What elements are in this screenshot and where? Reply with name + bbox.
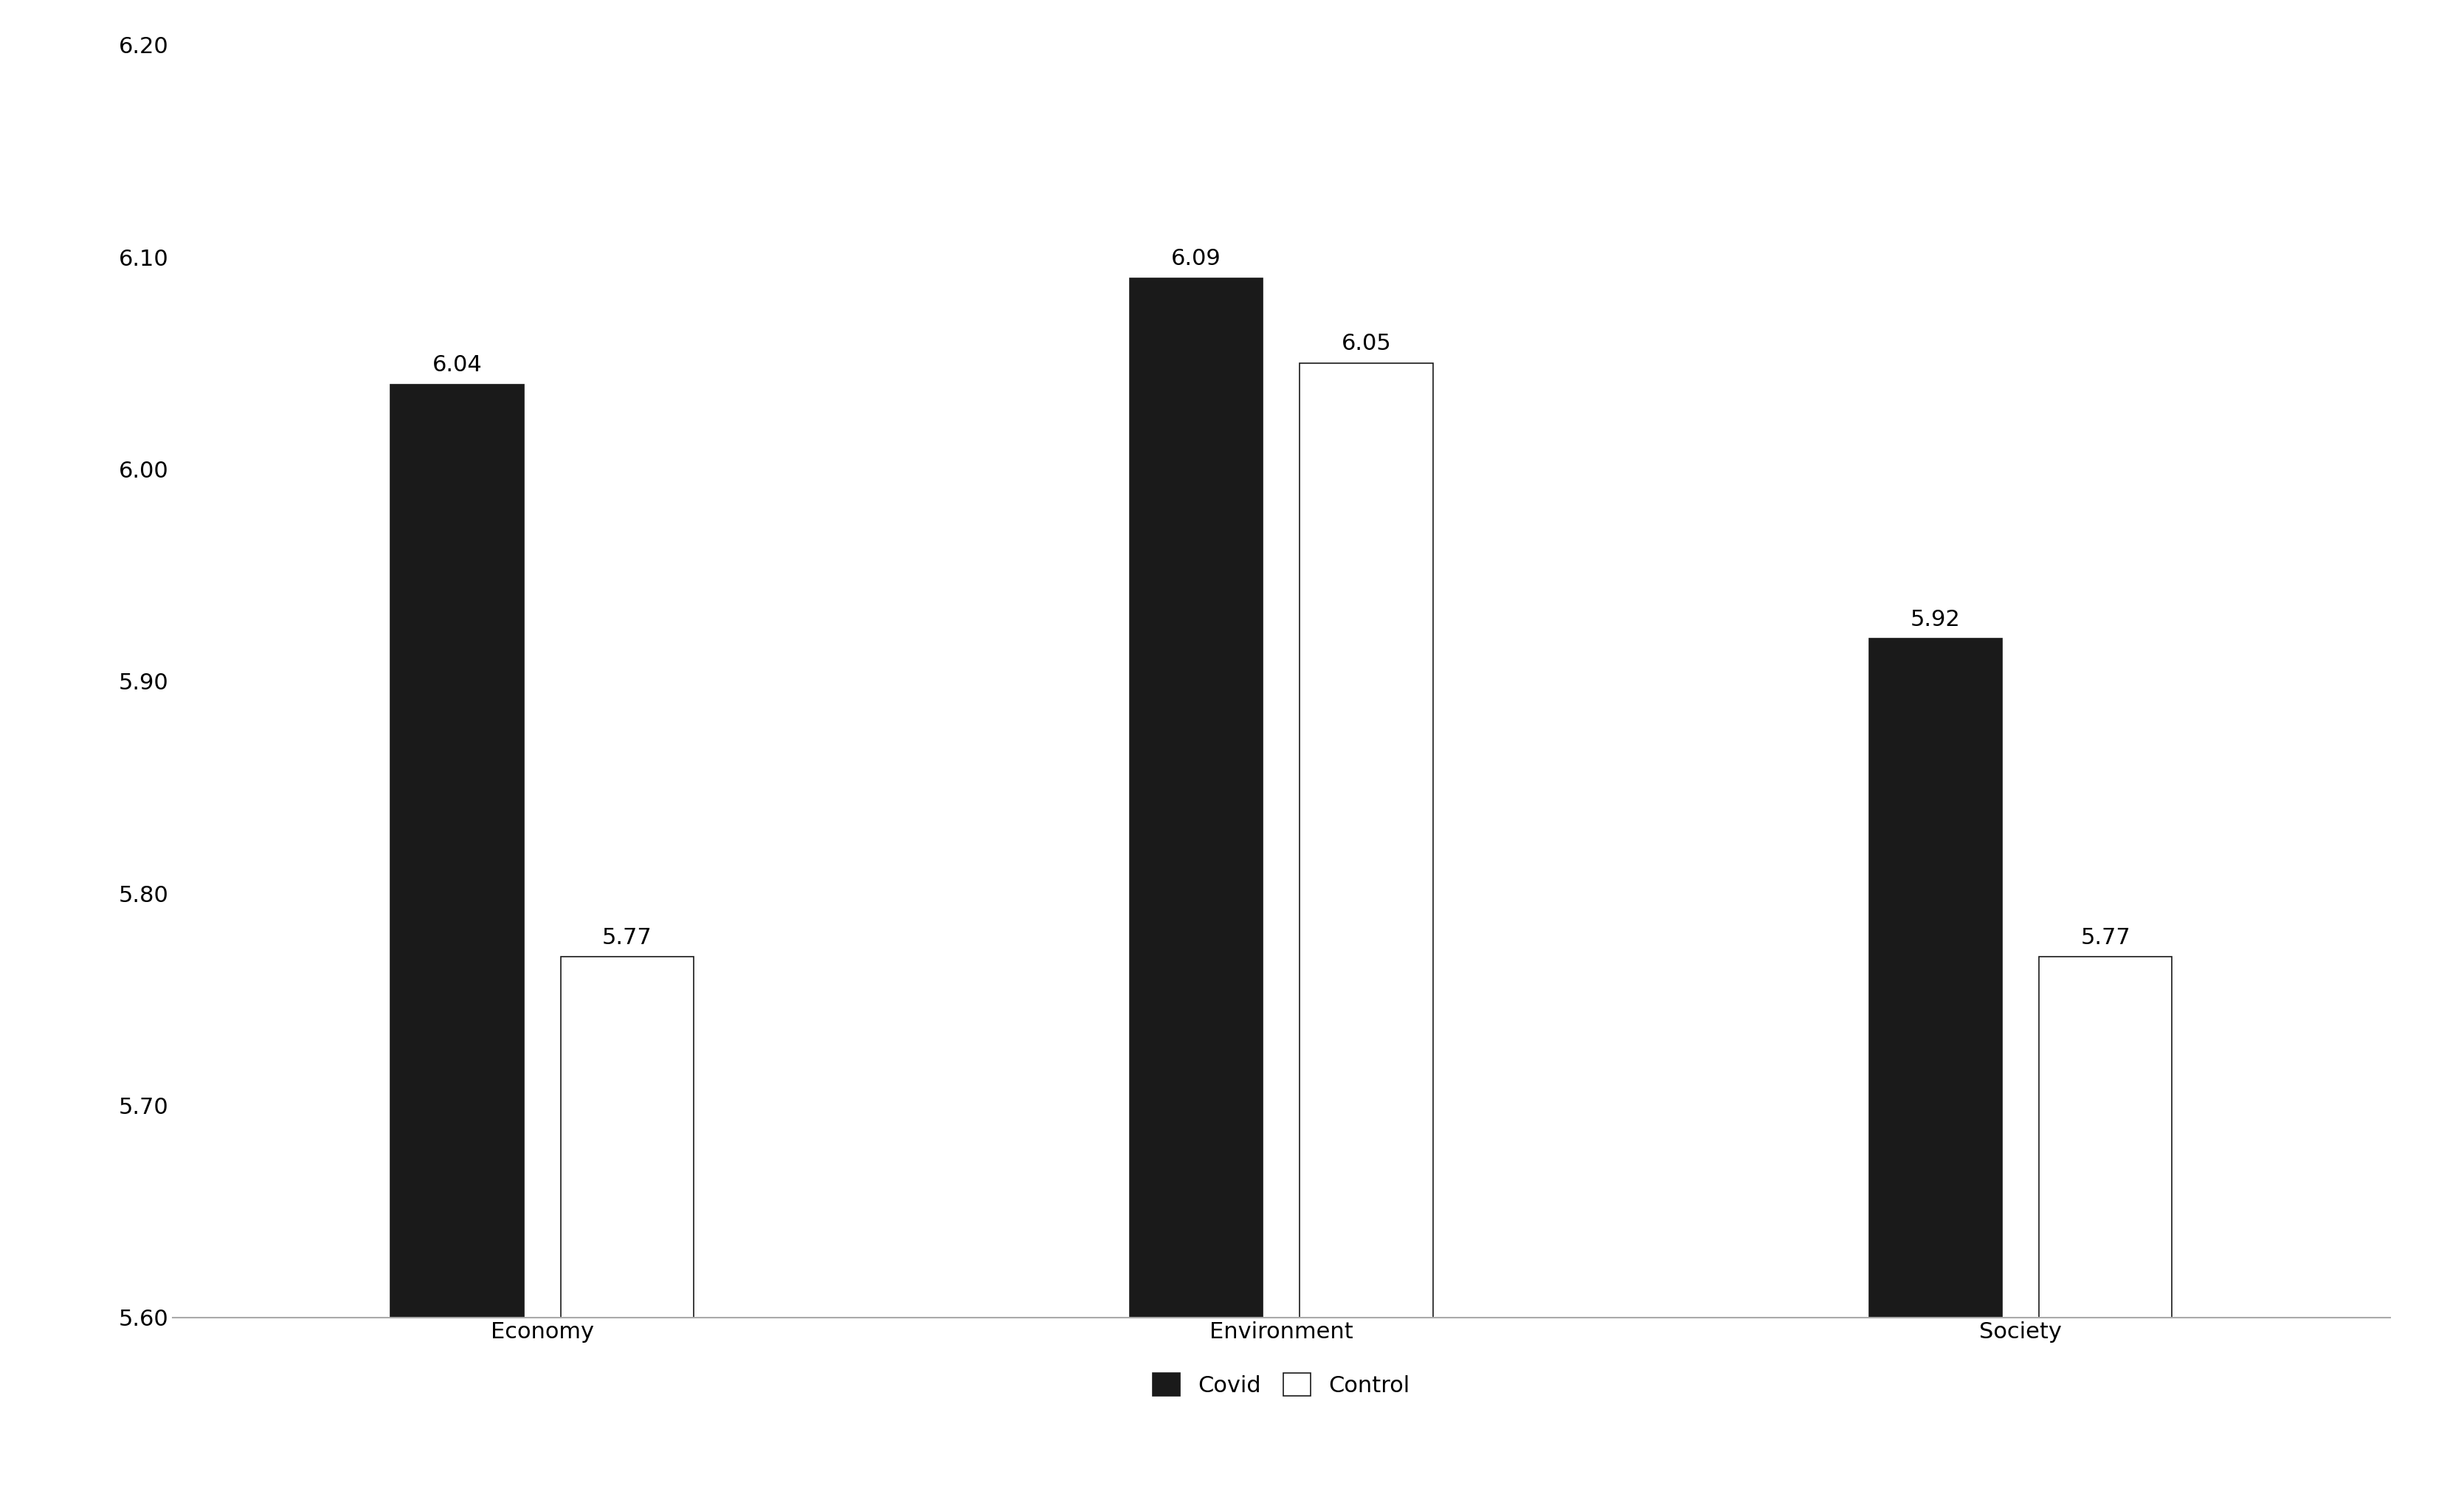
Bar <box>2038 957 2171 1317</box>
Text: 5.92: 5.92 <box>1910 609 1961 630</box>
Bar <box>1868 639 2001 1317</box>
Bar <box>1129 278 1262 1317</box>
Bar <box>562 957 695 1317</box>
Bar <box>389 385 522 1317</box>
Text: 6.09: 6.09 <box>1170 249 1222 269</box>
Text: 6.05: 6.05 <box>1340 334 1392 355</box>
Text: 5.77: 5.77 <box>601 927 653 949</box>
Bar <box>1301 364 1434 1317</box>
Legend: Covid, Control: Covid, Control <box>1141 1362 1422 1407</box>
Text: 5.77: 5.77 <box>2080 927 2131 949</box>
Text: 6.04: 6.04 <box>431 355 483 376</box>
